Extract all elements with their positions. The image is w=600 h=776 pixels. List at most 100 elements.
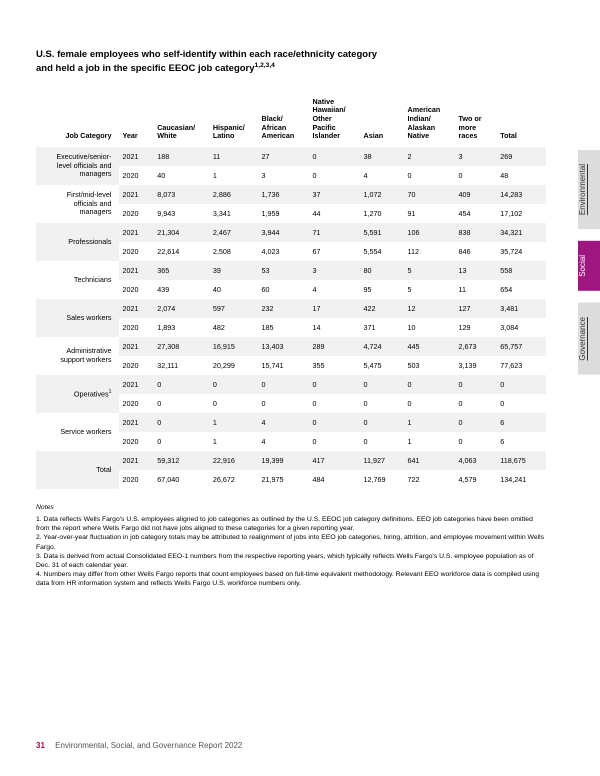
tab-social[interactable]: Social — [578, 241, 600, 291]
data-cell: 127 — [456, 299, 498, 318]
data-cell: 16,915 — [210, 337, 259, 356]
data-cell: 0 — [310, 166, 361, 185]
data-cell: 40 — [154, 166, 210, 185]
data-cell: 0 — [154, 394, 210, 413]
data-cell: 3 — [456, 147, 498, 166]
data-cell: 129 — [456, 318, 498, 337]
data-cell: 4,063 — [456, 451, 498, 470]
side-tabs: Environmental Social Governance — [578, 150, 600, 375]
data-cell: 0 — [456, 394, 498, 413]
data-cell: 3 — [310, 261, 361, 280]
data-cell: 35,724 — [497, 242, 546, 261]
category-cell: Professionals — [36, 223, 119, 261]
data-cell: 22,916 — [210, 451, 259, 470]
tab-governance[interactable]: Governance — [578, 303, 600, 375]
data-cell: 0 — [154, 413, 210, 432]
data-cell: 0 — [310, 394, 361, 413]
note-item: 4. Numbers may differ from other Wells F… — [36, 570, 546, 588]
data-cell: 106 — [405, 223, 456, 242]
data-cell: 17 — [310, 299, 361, 318]
data-cell: 4 — [361, 166, 405, 185]
data-cell: 2,467 — [210, 223, 259, 242]
data-cell: 5,554 — [361, 242, 405, 261]
data-cell: 1,736 — [259, 185, 310, 204]
data-cell: 21,304 — [154, 223, 210, 242]
table-row: First/mid-levelofficials andmanagers2021… — [36, 185, 546, 204]
year-cell: 2020 — [119, 394, 154, 413]
data-cell: 1,270 — [361, 204, 405, 223]
table-row: Operatives1202100000000 — [36, 375, 546, 394]
data-cell: 0 — [154, 432, 210, 451]
data-cell: 60 — [259, 280, 310, 299]
col-native: AmericanIndian/AlaskanNative — [405, 94, 456, 147]
tab-environmental[interactable]: Environmental — [578, 150, 600, 229]
data-cell: 11 — [210, 147, 259, 166]
data-cell: 445 — [405, 337, 456, 356]
data-cell: 0 — [405, 394, 456, 413]
note-item: 1. Data reflects Wells Fargo's U.S. empl… — [36, 515, 546, 533]
data-cell: 355 — [310, 356, 361, 375]
category-cell: Technicians — [36, 261, 119, 299]
year-cell: 2020 — [119, 242, 154, 261]
col-caucasian: Caucasian/White — [154, 94, 210, 147]
data-cell: 91 — [405, 204, 456, 223]
data-cell: 21,975 — [259, 470, 310, 489]
data-cell: 0 — [361, 413, 405, 432]
table-row: Service workers202101400106 — [36, 413, 546, 432]
eeoc-table: Job Category Year Caucasian/White Hispan… — [36, 94, 546, 489]
data-cell: 9,943 — [154, 204, 210, 223]
data-cell: 0 — [456, 166, 498, 185]
year-cell: 2021 — [119, 337, 154, 356]
year-cell: 2021 — [119, 299, 154, 318]
data-cell: 8,073 — [154, 185, 210, 204]
title-line-2: and held a job in the specific EEOC job … — [36, 63, 255, 74]
data-cell: 641 — [405, 451, 456, 470]
data-cell: 134,241 — [497, 470, 546, 489]
data-cell: 0 — [456, 432, 498, 451]
data-cell: 40 — [210, 280, 259, 299]
data-cell: 112 — [405, 242, 456, 261]
data-cell: 67 — [310, 242, 361, 261]
data-cell: 2,508 — [210, 242, 259, 261]
data-cell: 2 — [405, 147, 456, 166]
data-cell: 34,321 — [497, 223, 546, 242]
data-cell: 11 — [456, 280, 498, 299]
data-cell: 12,769 — [361, 470, 405, 489]
data-cell: 0 — [361, 432, 405, 451]
data-cell: 39 — [210, 261, 259, 280]
data-cell: 2,886 — [210, 185, 259, 204]
data-cell: 5 — [405, 261, 456, 280]
data-cell: 0 — [310, 413, 361, 432]
note-item: 2. Year-over-year fluctuation in job cat… — [36, 533, 546, 551]
data-cell: 1,959 — [259, 204, 310, 223]
data-cell: 4,724 — [361, 337, 405, 356]
data-cell: 1 — [210, 413, 259, 432]
data-cell: 3,341 — [210, 204, 259, 223]
data-cell: 454 — [456, 204, 498, 223]
page-number: 31 — [36, 741, 45, 750]
data-cell: 22,614 — [154, 242, 210, 261]
table-row: Sales workers20212,07459723217422121273,… — [36, 299, 546, 318]
data-cell: 0 — [405, 375, 456, 394]
table-row: Professionals202121,3042,4673,944715,591… — [36, 223, 546, 242]
data-cell: 59,312 — [154, 451, 210, 470]
data-cell: 13 — [456, 261, 498, 280]
page-footer: 31 Environmental, Social, and Governance… — [36, 741, 242, 750]
data-cell: 5 — [405, 280, 456, 299]
data-cell: 2,074 — [154, 299, 210, 318]
data-cell: 4 — [259, 413, 310, 432]
data-cell: 0 — [210, 394, 259, 413]
year-cell: 2021 — [119, 375, 154, 394]
col-asian: Asian — [361, 94, 405, 147]
data-cell: 371 — [361, 318, 405, 337]
data-cell: 0 — [310, 147, 361, 166]
data-cell: 289 — [310, 337, 361, 356]
table-row: Technicians20213653953380513558 — [36, 261, 546, 280]
data-cell: 269 — [497, 147, 546, 166]
title-line-1: U.S. female employees who self-identify … — [36, 49, 377, 60]
year-cell: 2021 — [119, 223, 154, 242]
data-cell: 1 — [405, 413, 456, 432]
data-cell: 0 — [154, 375, 210, 394]
data-cell: 32,111 — [154, 356, 210, 375]
data-cell: 67,040 — [154, 470, 210, 489]
